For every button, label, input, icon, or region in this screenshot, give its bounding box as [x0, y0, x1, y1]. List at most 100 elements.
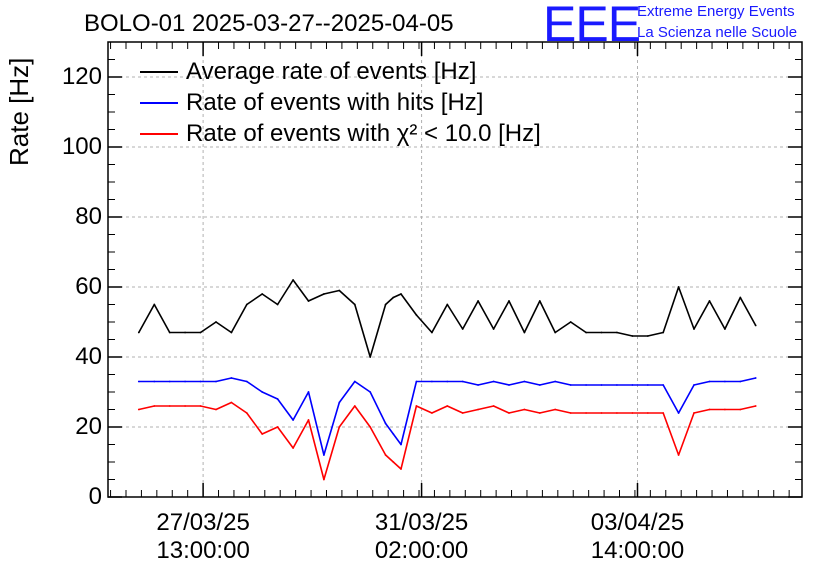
series-chi2-line [138, 401, 756, 481]
series-average-point [384, 303, 387, 306]
series-chi2-point [276, 426, 279, 428]
series-chi2-point [461, 412, 464, 414]
legend-item-average: Average rate of events [Hz] [140, 58, 476, 86]
series-chi2-point [677, 454, 680, 456]
series-chi2-point [199, 405, 202, 407]
series-chi2-point [353, 405, 356, 407]
series-average-point [168, 331, 171, 334]
x-tick-date: 03/04/25 [590, 509, 685, 536]
series-hits-point [662, 384, 665, 386]
series-average-point [646, 335, 649, 337]
x-tick-date: 27/03/25 [156, 509, 250, 536]
series-average-point [153, 303, 156, 306]
series-hits-point [631, 384, 634, 386]
series-average-point [184, 331, 187, 334]
series-chi2-point [646, 412, 649, 414]
axis-ticks [108, 41, 802, 498]
series-hits-point [245, 380, 248, 383]
x-tick-time: 13:00:00 [156, 537, 250, 564]
series-chi2-point [323, 478, 325, 481]
series-average-point [492, 328, 495, 330]
series-average-point [616, 331, 618, 334]
series-hits-line [138, 377, 756, 456]
series-hits-point [431, 380, 433, 383]
series-hits-point [338, 401, 341, 404]
series-chi2-point [400, 468, 402, 470]
series-average-point [323, 293, 325, 295]
series-average-point [276, 303, 279, 306]
series-chi2-point [137, 408, 140, 411]
series-hits-point [307, 391, 310, 393]
series-hits-point [585, 384, 587, 386]
series-chi2-point [153, 405, 156, 407]
series-hits-point [215, 380, 217, 383]
x-tick-label: 31/03/25 02:00:00 [342, 509, 502, 565]
series-hits-point [230, 377, 233, 379]
series-hits-point [400, 443, 402, 446]
series-chi2-point [739, 408, 742, 411]
series-hits-point [153, 380, 156, 383]
grid-lines [108, 42, 802, 497]
series-average-point [353, 303, 356, 306]
series-average-point [538, 300, 541, 302]
legend-label-hits: Rate of events with hits [Hz] [186, 89, 484, 116]
series-chi2-point [616, 412, 618, 414]
series-hits-point [292, 419, 294, 421]
series-average-point [215, 321, 217, 323]
series-chi2-point [261, 433, 264, 435]
y-axis-label: Rate [Hz] [4, 57, 34, 166]
series-chi2-point [384, 454, 387, 456]
series-hits-point [538, 384, 541, 386]
y-tick-label: 40 [75, 343, 102, 370]
series-average-point [338, 289, 341, 292]
series-chi2-point [492, 405, 495, 407]
series-hits-point [569, 384, 572, 386]
series-chi2-point [168, 405, 171, 407]
series-chi2-point [245, 412, 248, 414]
series-chi2-point [292, 447, 294, 449]
series-hits-point [137, 380, 140, 383]
series-average-point [754, 324, 757, 327]
series-chi2-point [724, 408, 726, 411]
series-average-point [523, 331, 526, 334]
series-chi2-point [230, 401, 233, 404]
series-hits-point [353, 380, 356, 383]
legend-label-average: Average rate of events [Hz] [186, 58, 477, 85]
series-hits-point [276, 398, 279, 400]
series-hits-point [415, 380, 418, 383]
x-tick-date: 31/03/25 [374, 509, 469, 536]
y-tick-label: 100 [61, 133, 102, 160]
series-average-point [307, 300, 310, 302]
series-average-point [724, 328, 726, 330]
legend-item-hits: Rate of events with hits [Hz] [140, 89, 483, 117]
series-chi2-point [631, 412, 634, 414]
y-tick-label: 20 [75, 413, 102, 440]
series-chi2-point [392, 461, 395, 463]
x-tick-label: 27/03/25 13:00:00 [123, 509, 283, 565]
series-chi2-point [662, 412, 665, 414]
series-average-point [461, 328, 464, 330]
series-hits-point [554, 380, 557, 383]
series-chi2-point [369, 426, 372, 428]
series-average-point [400, 293, 402, 295]
y-tick-label: 60 [75, 273, 102, 300]
eee-logo: EEE [543, 0, 641, 52]
series-hits-point [477, 384, 479, 386]
series-hits-point [492, 380, 495, 383]
series-chi2-point [431, 412, 433, 414]
y-tick-label: 120 [61, 63, 102, 90]
series-chi2-point [708, 408, 711, 411]
series-hits-point [508, 384, 510, 386]
series-chi2-point [554, 408, 557, 411]
series-hits-point [461, 380, 464, 383]
legend-swatch-average [140, 71, 178, 73]
series-average-point [585, 331, 587, 334]
series-hits-point [392, 433, 395, 435]
y-tick-label: 80 [75, 203, 102, 230]
series-chi2-point [446, 405, 449, 407]
series-average-point [508, 300, 510, 302]
series-hits-point [693, 384, 695, 386]
series-average-point [677, 286, 680, 288]
series-chi2-point [307, 419, 310, 421]
series-hits-point [739, 380, 742, 383]
